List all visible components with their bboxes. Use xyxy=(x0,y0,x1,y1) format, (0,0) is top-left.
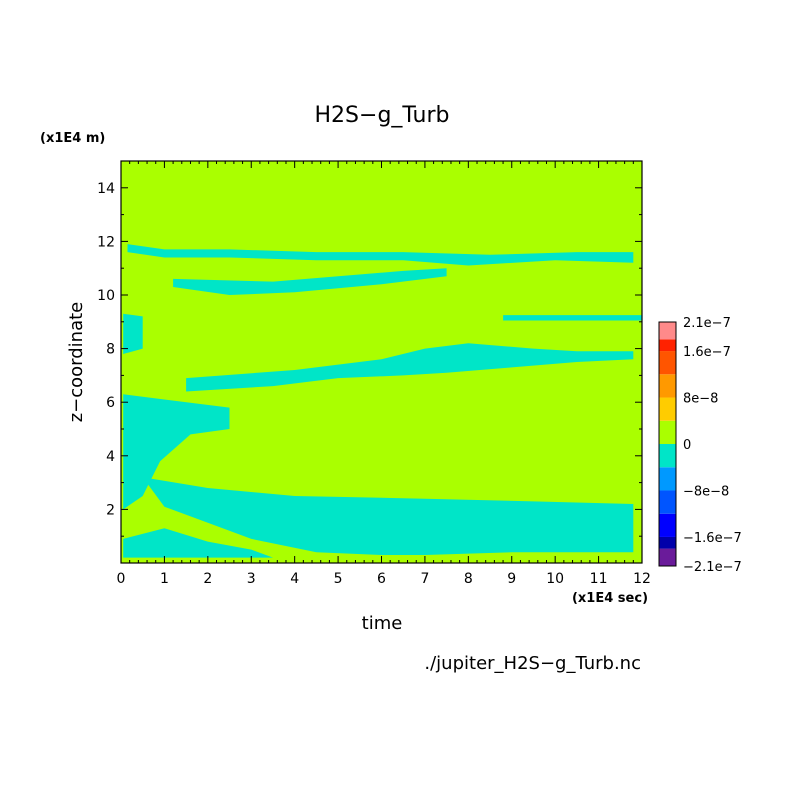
region-7 xyxy=(123,528,273,558)
x-tick-label: 8 xyxy=(464,571,473,587)
y-axis: 2 4 6 8 10 12 14 xyxy=(97,160,642,564)
colorbar: 2.1e−7 1.6e−7 8e−8 0 −8e−8 −1.6e−7 −2.1e−7 xyxy=(658,316,742,575)
x-tick-label: 10 xyxy=(546,571,564,587)
colorbar-swatch xyxy=(659,444,676,468)
x-axis-label: time xyxy=(362,613,403,634)
source-file-label: ./jupiter_H2S−g_Turb.nc xyxy=(424,653,641,674)
x-tick-label: 2 xyxy=(203,571,212,587)
colorbar-frame xyxy=(658,321,677,567)
y-tick-label: 6 xyxy=(106,395,115,411)
y-tick-label: 10 xyxy=(97,288,115,304)
colorbar-swatch xyxy=(659,467,676,491)
chart-title: H2S−g_Turb xyxy=(315,103,450,128)
field-regions xyxy=(123,244,642,558)
y-tick-label: 2 xyxy=(106,502,115,518)
colorbar-label: 8e−8 xyxy=(683,392,718,407)
y-tick-label: 14 xyxy=(97,181,115,197)
x-tick-label: 11 xyxy=(590,571,608,587)
y-tick-label: 4 xyxy=(106,449,115,465)
region-1 xyxy=(173,268,447,295)
colorbar-swatch xyxy=(659,513,676,537)
y-tick-label: 12 xyxy=(97,234,115,250)
colorbar-label: 1.6e−7 xyxy=(683,345,731,360)
colorbar-swatch xyxy=(659,351,676,375)
x-tick-label: 12 xyxy=(633,571,651,587)
colorbar-swatch xyxy=(659,420,676,444)
region-6 xyxy=(142,477,634,555)
x-tick-label: 3 xyxy=(247,571,256,587)
region-3 xyxy=(503,315,642,321)
x-tick-label: 5 xyxy=(334,571,343,587)
colorbar-label: −8e−8 xyxy=(683,484,729,499)
x-tick-label: 6 xyxy=(377,571,386,587)
colorbar-swatch xyxy=(659,322,676,340)
colorbar-label: 2.1e−7 xyxy=(683,316,731,331)
colorbar-swatch xyxy=(659,490,676,514)
colorbar-swatch xyxy=(659,397,676,421)
region-4 xyxy=(186,343,634,392)
colorbar-swatch xyxy=(659,374,676,398)
colorbar-swatch xyxy=(659,339,676,352)
colorbar-label: −2.1e−7 xyxy=(683,560,742,575)
x-unit-label: (x1E4 sec) xyxy=(572,591,648,606)
colorbar-swatch xyxy=(659,548,676,566)
colorbar-label: 0 xyxy=(683,438,691,453)
y-axis-label: z−coordinate xyxy=(66,302,87,423)
x-tick-label: 0 xyxy=(117,571,126,587)
colorbar-swatch xyxy=(659,536,676,549)
colorbar-label: −1.6e−7 xyxy=(683,531,742,546)
y-tick-label: 8 xyxy=(106,342,115,358)
x-tick-label: 1 xyxy=(160,571,169,587)
x-tick-label: 9 xyxy=(507,571,516,587)
x-tick-label: 4 xyxy=(290,571,299,587)
y-unit-label: (x1E4 m) xyxy=(40,131,105,146)
region-2 xyxy=(123,313,143,354)
x-tick-label: 7 xyxy=(420,571,429,587)
region-0 xyxy=(127,244,634,266)
x-axis: 0 1 2 3 4 5 6 7 8 9 10 11 12 xyxy=(117,161,651,587)
